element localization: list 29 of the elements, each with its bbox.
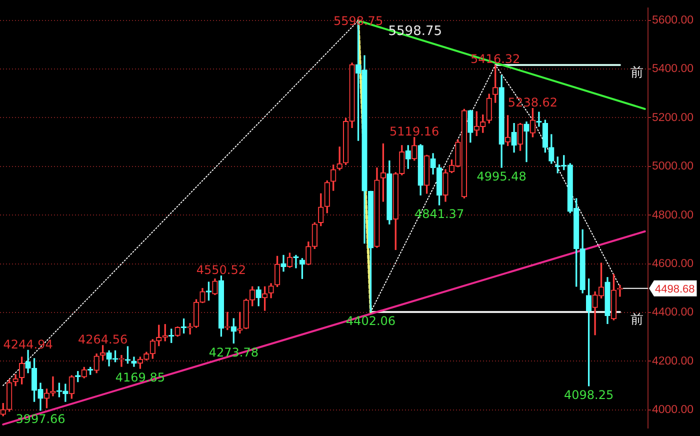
line-series [370, 64, 620, 312]
candlestick [336, 146, 342, 170]
y-tick-label: 5000.00 [652, 160, 694, 173]
annotation: 3997.66 [16, 412, 66, 426]
annotation: 5119.16 [390, 124, 440, 139]
y-tick-label: 4000.00 [652, 404, 694, 416]
annotation: 4098.25 [564, 388, 614, 402]
y-tick-label: 5600.00 [652, 14, 694, 26]
annotation: 4402.06 [346, 314, 396, 328]
annotation: 4244.94 [3, 337, 53, 352]
y-tick-label: 4200.00 [652, 355, 694, 368]
series-label: 前 [630, 312, 644, 328]
annotation: 5238.62 [508, 95, 558, 110]
candlestick [280, 254, 286, 272]
y-tick-label: 4600.00 [652, 258, 694, 270]
annotation: 4841.37 [414, 207, 464, 222]
candlestick [224, 312, 230, 330]
ref-line-label: 4498.68 [655, 283, 695, 296]
y-tick-label: 5400.00 [652, 63, 694, 76]
annotation: 5598.75 [333, 14, 384, 28]
y-tick-label: 4400.00 [652, 306, 694, 319]
annotation: 4550.52 [196, 262, 246, 277]
y-tick-label: 4800.00 [652, 209, 694, 222]
candlestick [118, 354, 124, 367]
series-label: 前 [630, 65, 644, 80]
y-tick-label: 5200.00 [652, 112, 694, 124]
annotation: 4264.56 [78, 332, 128, 347]
annotation: 4995.48 [476, 170, 526, 184]
candlestick [524, 122, 530, 162]
